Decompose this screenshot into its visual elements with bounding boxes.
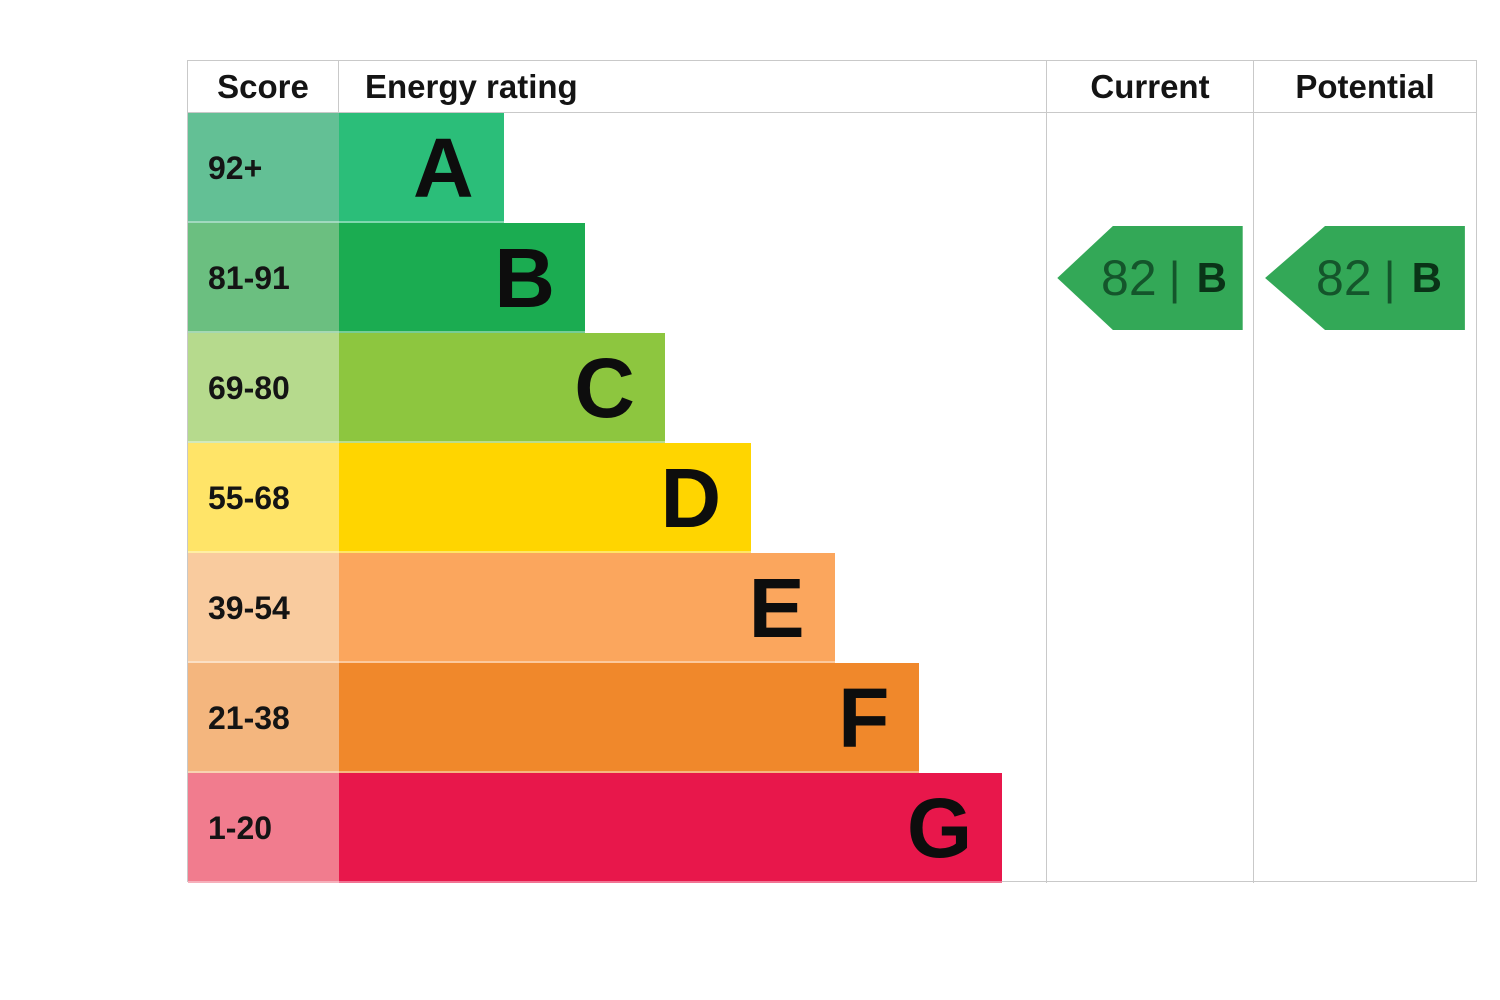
header-current: Current: [1046, 61, 1253, 112]
epc-band-row: 1-20 G: [188, 773, 1476, 883]
epc-band-row: 55-68 D: [188, 443, 1476, 553]
band-letter: E: [748, 561, 805, 655]
potential-rating-value: 82: [1316, 250, 1372, 306]
current-rating-value: 82: [1101, 250, 1157, 306]
current-rating-band: B: [1196, 254, 1227, 301]
current-rating-separator: |: [1168, 252, 1181, 304]
header-energy-rating: Energy rating: [365, 67, 578, 105]
epc-table: Score Energy rating Current Potential 92…: [187, 60, 1477, 883]
epc-band-row: 92+ A: [188, 113, 1476, 223]
header-score: Score: [188, 61, 339, 112]
bar-cell: F: [339, 663, 1046, 773]
bar-cell: D: [339, 443, 1046, 553]
potential-rating-band: B: [1411, 254, 1442, 301]
score-cell: 69-80: [188, 333, 339, 443]
band-letter: C: [574, 341, 635, 435]
band-bar: D: [339, 443, 752, 553]
score-range-label: 92+: [208, 149, 263, 186]
current-cell: [1046, 443, 1253, 553]
band-bar: E: [339, 553, 835, 663]
band-letter: F: [838, 671, 890, 765]
score-range-label: 39-54: [208, 589, 290, 626]
bar-cell: E: [339, 553, 1046, 663]
potential-cell: [1253, 333, 1476, 443]
current-cell: [1046, 553, 1253, 663]
potential-cell: [1253, 553, 1476, 663]
bar-cell: A: [339, 113, 1046, 223]
potential-cell: [1253, 663, 1476, 773]
bar-cell: G: [339, 773, 1046, 883]
current-cell: [1046, 113, 1253, 223]
current-rating-arrow: 82 | B: [1057, 226, 1243, 330]
current-cell: [1046, 773, 1253, 883]
band-letter: D: [660, 451, 722, 545]
score-range-label: 1-20: [208, 809, 273, 846]
epc-band-row: 81-91 B 82 | B 82 | B: [188, 223, 1476, 333]
potential-rating-arrow: 82 | B: [1265, 226, 1465, 330]
potential-rating-separator: |: [1383, 252, 1396, 304]
current-cell: 82 | B: [1046, 223, 1253, 333]
epc-band-row: 69-80 C: [188, 333, 1476, 443]
score-range-label: 69-80: [208, 369, 290, 406]
score-cell: 55-68: [188, 443, 339, 553]
current-cell: [1046, 663, 1253, 773]
epc-header-row: Score Energy rating Current Potential: [188, 61, 1476, 113]
epc-band-row: 21-38 F: [188, 663, 1476, 773]
score-range-label: 21-38: [208, 699, 290, 736]
score-cell: 92+: [188, 113, 339, 223]
bar-cell: C: [339, 333, 1046, 443]
band-bar: G: [339, 773, 1003, 883]
score-cell: 21-38: [188, 663, 339, 773]
potential-cell: [1253, 113, 1476, 223]
band-letter: A: [413, 121, 474, 215]
score-range-label: 55-68: [208, 479, 290, 516]
epc-band-row: 39-54 E: [188, 553, 1476, 663]
band-bar: C: [339, 333, 665, 443]
bar-cell: B: [339, 223, 1046, 333]
score-range-label: 81-91: [208, 259, 290, 296]
score-cell: 81-91: [188, 223, 339, 333]
score-cell: 39-54: [188, 553, 339, 663]
band-bar: B: [339, 223, 586, 333]
score-cell: 1-20: [188, 773, 339, 883]
band-letter: B: [494, 231, 556, 325]
header-potential: Potential: [1253, 61, 1476, 112]
potential-cell: [1253, 443, 1476, 553]
band-bar: F: [339, 663, 920, 773]
epc-band-rows: 92+ A 81-91 B 82 | B 82 | B 69-8: [188, 113, 1476, 883]
current-cell: [1046, 333, 1253, 443]
band-bar: A: [339, 113, 504, 223]
potential-cell: [1253, 773, 1476, 883]
potential-cell: 82 | B: [1253, 223, 1476, 333]
band-letter: G: [906, 781, 973, 875]
